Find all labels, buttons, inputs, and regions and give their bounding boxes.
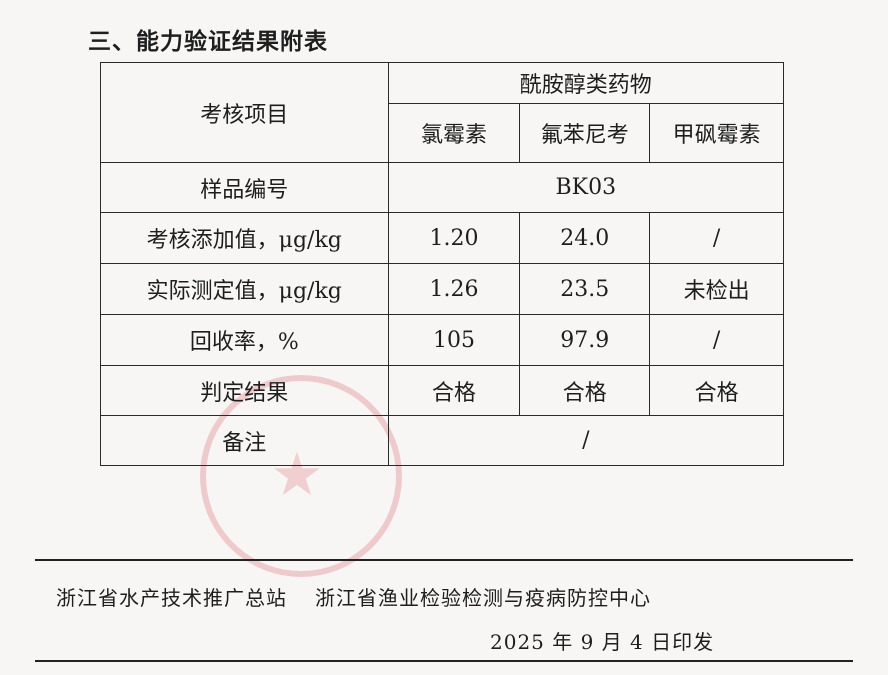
table-row: 判定结果 合格 合格 合格 (100, 365, 784, 416)
cell: 合格 (519, 365, 651, 416)
cell: 未检出 (649, 263, 784, 315)
row-label: 判定结果 (100, 365, 389, 416)
remark-label: 备注 (100, 415, 389, 466)
table-row: 回收率，% 105 97.9 / (100, 314, 784, 366)
issuing-organizations: 浙江省水产技术推广总站 浙江省渔业检验检测与疫病防控中心 (56, 582, 651, 611)
cell: 1.20 (387, 212, 521, 264)
drug-header: 甲砜霉素 (649, 103, 784, 163)
issue-date: 2025 年 9 月 4 日印发 (490, 630, 715, 654)
cell: 24.0 (519, 212, 651, 264)
results-table: 考核项目 酰胺醇类药物 氯霉素 氟苯尼考 甲砜霉素 样品编号 BK03 考核添加… (100, 62, 785, 466)
table-row: 考核添加值，μg/kg 1.20 24.0 / (100, 212, 784, 264)
row-label: 回收率，% (100, 314, 389, 366)
drug-header: 氟苯尼考 (519, 103, 651, 163)
org-name: 浙江省渔业检验检测与疫病防控中心 (315, 586, 651, 610)
drug-header: 氯霉素 (387, 103, 521, 163)
sample-label: 样品编号 (100, 162, 389, 213)
cell: / (649, 212, 784, 264)
cell: 105 (387, 314, 521, 366)
cell: 1.26 (387, 263, 521, 315)
cell: / (649, 314, 784, 366)
org-name: 浙江省水产技术推广总站 (56, 586, 287, 610)
row-label: 考核添加值，μg/kg (100, 212, 389, 264)
divider-top (35, 559, 853, 561)
cell: 23.5 (519, 263, 651, 315)
divider-bottom (35, 660, 853, 662)
cell: 合格 (649, 365, 784, 416)
section-heading: 三、能力验证结果附表 (88, 29, 328, 55)
item-header: 考核项目 (100, 62, 389, 163)
group-header: 酰胺醇类药物 (387, 62, 785, 104)
row-label: 实际测定值，μg/kg (100, 263, 389, 315)
cell: 97.9 (519, 314, 651, 366)
cell: 合格 (387, 365, 521, 416)
table-row: 实际测定值，μg/kg 1.26 23.5 未检出 (100, 263, 784, 315)
sample-value: BK03 (387, 162, 785, 213)
remark-value: / (387, 415, 785, 466)
